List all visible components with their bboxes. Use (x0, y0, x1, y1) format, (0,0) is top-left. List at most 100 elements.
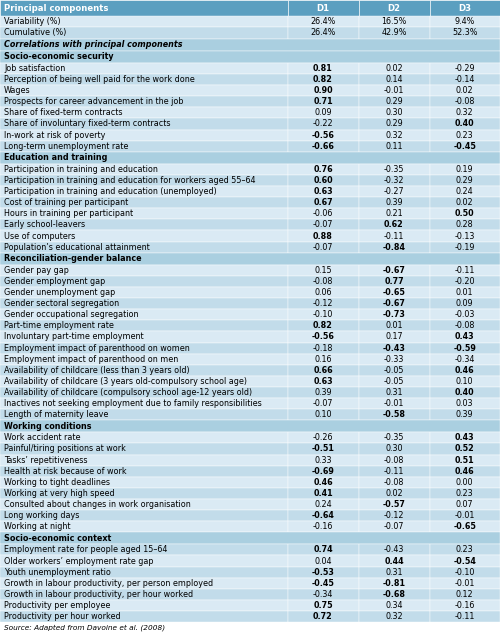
Bar (0, 242, 288, 252)
Bar (288, 521, 358, 532)
Text: -0.12: -0.12 (313, 299, 333, 308)
Text: Gender sectoral segregation: Gender sectoral segregation (4, 299, 119, 308)
Text: -0.35: -0.35 (384, 165, 404, 174)
Text: 0.14: 0.14 (385, 75, 402, 84)
Text: 52.3%: 52.3% (452, 29, 477, 38)
Bar (0, 409, 288, 420)
Text: Availability of childcare (compulsory school age-12 years old): Availability of childcare (compulsory sc… (4, 388, 252, 397)
Bar (0, 510, 288, 521)
Text: Employment impact of parenthood on women: Employment impact of parenthood on women (4, 343, 190, 352)
Text: 0.31: 0.31 (385, 567, 402, 577)
Bar (358, 409, 430, 420)
Bar (288, 230, 358, 242)
Bar (0, 589, 288, 600)
Text: Use of computers: Use of computers (4, 232, 75, 240)
Text: Hours in training per participant: Hours in training per participant (4, 209, 133, 218)
Bar (0, 152, 500, 164)
Bar (358, 27, 430, 39)
Text: 0.50: 0.50 (455, 209, 474, 218)
Bar (0, 420, 500, 432)
Text: 0.39: 0.39 (456, 410, 473, 419)
Bar (358, 85, 430, 96)
Bar (358, 74, 430, 85)
Bar (358, 577, 430, 589)
Text: -0.51: -0.51 (312, 445, 334, 453)
Bar (288, 96, 358, 107)
Text: 0.10: 0.10 (456, 377, 473, 386)
Text: Reconciliation-gender balance: Reconciliation-gender balance (4, 254, 141, 263)
Text: -0.69: -0.69 (312, 467, 334, 476)
Bar (288, 164, 358, 175)
Text: Prospects for career advancement in the job: Prospects for career advancement in the … (4, 97, 184, 106)
Bar (0, 466, 288, 477)
Bar (358, 455, 430, 466)
Text: Older workers’ employment rate gap: Older workers’ employment rate gap (4, 556, 154, 565)
Bar (430, 321, 500, 331)
Bar (0, 567, 288, 577)
Bar (358, 175, 430, 186)
Text: 0.88: 0.88 (313, 232, 333, 240)
Text: Working to tight deadlines: Working to tight deadlines (4, 478, 110, 487)
Text: 0.32: 0.32 (385, 612, 403, 621)
Text: 0.66: 0.66 (313, 366, 333, 375)
Text: -0.45: -0.45 (312, 579, 334, 588)
Bar (0, 230, 288, 242)
Text: -0.27: -0.27 (384, 187, 404, 196)
Text: Working conditions: Working conditions (4, 422, 92, 431)
Bar (358, 265, 430, 276)
Text: Variability (%): Variability (%) (4, 17, 60, 26)
Text: -0.18: -0.18 (313, 343, 333, 352)
Text: 0.76: 0.76 (313, 165, 333, 174)
Text: Availability of childcare (3 years old-compulsory school age): Availability of childcare (3 years old-c… (4, 377, 247, 386)
Bar (358, 521, 430, 532)
Text: 26.4%: 26.4% (310, 29, 336, 38)
Text: 0.39: 0.39 (314, 388, 332, 397)
Text: Productivity per employee: Productivity per employee (4, 601, 110, 610)
Bar (430, 455, 500, 466)
Text: -0.19: -0.19 (454, 242, 475, 252)
Text: -0.56: -0.56 (312, 130, 334, 139)
Bar (430, 387, 500, 398)
Text: -0.34: -0.34 (313, 590, 333, 598)
Bar (0, 74, 288, 85)
Bar (288, 17, 358, 27)
Bar (430, 27, 500, 39)
Text: -0.68: -0.68 (382, 590, 406, 598)
Bar (430, 74, 500, 85)
Text: Socio-economic security: Socio-economic security (4, 52, 114, 62)
Bar (430, 96, 500, 107)
Text: 0.23: 0.23 (456, 546, 473, 555)
Text: -0.34: -0.34 (454, 355, 475, 364)
Bar (430, 186, 500, 197)
Bar (288, 0, 358, 17)
Bar (430, 364, 500, 376)
Bar (0, 130, 288, 141)
Bar (358, 432, 430, 443)
Text: -0.53: -0.53 (312, 567, 334, 577)
Bar (0, 209, 288, 219)
Text: 0.71: 0.71 (313, 97, 333, 106)
Text: 0.52: 0.52 (455, 445, 474, 453)
Bar (430, 298, 500, 309)
Text: 0.23: 0.23 (456, 130, 473, 139)
Text: -0.06: -0.06 (313, 209, 333, 218)
Text: 0.63: 0.63 (313, 377, 333, 386)
Text: Perception of being well paid for the work done: Perception of being well paid for the wo… (4, 75, 195, 84)
Text: Working at very high speed: Working at very high speed (4, 489, 114, 498)
Bar (430, 443, 500, 455)
Text: -0.45: -0.45 (454, 142, 476, 151)
Bar (430, 17, 500, 27)
Text: -0.58: -0.58 (382, 410, 406, 419)
Bar (0, 197, 288, 209)
Text: 9.4%: 9.4% (454, 17, 475, 26)
Text: 0.00: 0.00 (456, 478, 473, 487)
Bar (0, 354, 288, 364)
Bar (288, 376, 358, 387)
Bar (0, 265, 288, 276)
Bar (0, 443, 288, 455)
Text: Wages: Wages (4, 86, 30, 95)
Text: 0.17: 0.17 (385, 333, 403, 342)
Bar (358, 387, 430, 398)
Text: -0.65: -0.65 (382, 288, 406, 297)
Bar (430, 376, 500, 387)
